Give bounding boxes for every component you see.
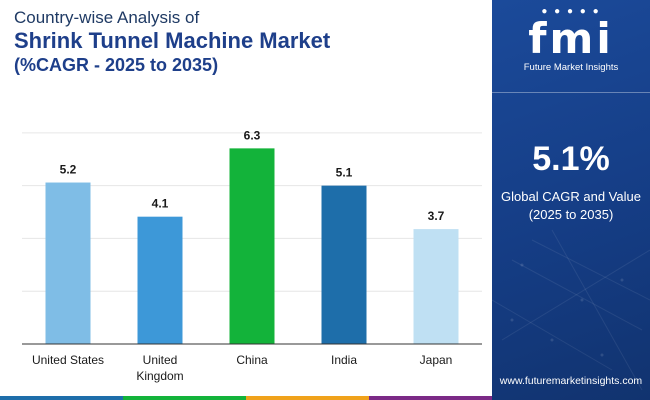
- bottom-bar-segment-3: [246, 396, 369, 400]
- x-tick-label-1: United States: [32, 353, 104, 367]
- x-tick-label-5: Japan: [420, 353, 453, 367]
- chart-area: 5.2 United States 4.1 United Kingdom 6.3 China…: [0, 90, 492, 390]
- bar-india: [321, 185, 367, 344]
- bar-japan: [413, 229, 459, 344]
- title-line-1: Country-wise Analysis of: [14, 8, 200, 27]
- bottom-bar-segment-2: [123, 396, 246, 400]
- title-line-3: (%CAGR - 2025 to 2035): [14, 55, 219, 75]
- data-label-3: 6.3: [244, 128, 261, 142]
- cagr-label-line-1: Global CAGR and Value: [501, 189, 641, 204]
- x-tick-label-4: India: [331, 353, 357, 367]
- bottom-bar-segment-1: [0, 396, 123, 400]
- bottom-bar-segment-4: [369, 396, 492, 400]
- global-cagr-label: Global CAGR and Value (2025 to 2035): [492, 188, 650, 224]
- global-cagr-value: 5.1%: [532, 140, 610, 178]
- bar-united-states: [45, 182, 91, 344]
- data-label-4: 5.1: [336, 166, 353, 180]
- bar-china: [229, 148, 275, 344]
- x-tick-label-2-line-2: Kingdom: [136, 369, 183, 383]
- bottom-color-bar: [0, 396, 492, 400]
- logo-icons: ● ● ● ● ●: [541, 6, 601, 17]
- bar-chart: 5.2 United States 4.1 United Kingdom 6.3 China…: [22, 128, 482, 383]
- data-label-2: 4.1: [152, 197, 169, 211]
- fmi-logo: ● ● ● ● ● fmi Future Market Insights: [492, 6, 650, 73]
- cagr-label-line-2: (2025 to 2035): [528, 207, 614, 222]
- data-label-5: 3.7: [428, 209, 445, 223]
- x-tick-label-2-line-1: United: [143, 353, 178, 367]
- side-panel: ● ● ● ● ● fmi Future Market Insights 5.1…: [492, 0, 650, 400]
- logo-subtitle: Future Market Insights: [523, 62, 619, 73]
- logo-text: fmi: [528, 14, 614, 63]
- x-tick-label-3: China: [236, 353, 268, 367]
- data-label-1: 5.2: [60, 163, 77, 177]
- title-line-2: Shrink Tunnel Machine Market: [14, 28, 331, 53]
- bar-united-kingdom: [137, 216, 183, 344]
- panel-divider: [492, 92, 650, 93]
- website-link[interactable]: www.futuremarketinsights.com: [499, 375, 643, 387]
- panel-decoration: [492, 229, 650, 391]
- chart-header: Country-wise Analysis of Shrink Tunnel M…: [14, 8, 484, 76]
